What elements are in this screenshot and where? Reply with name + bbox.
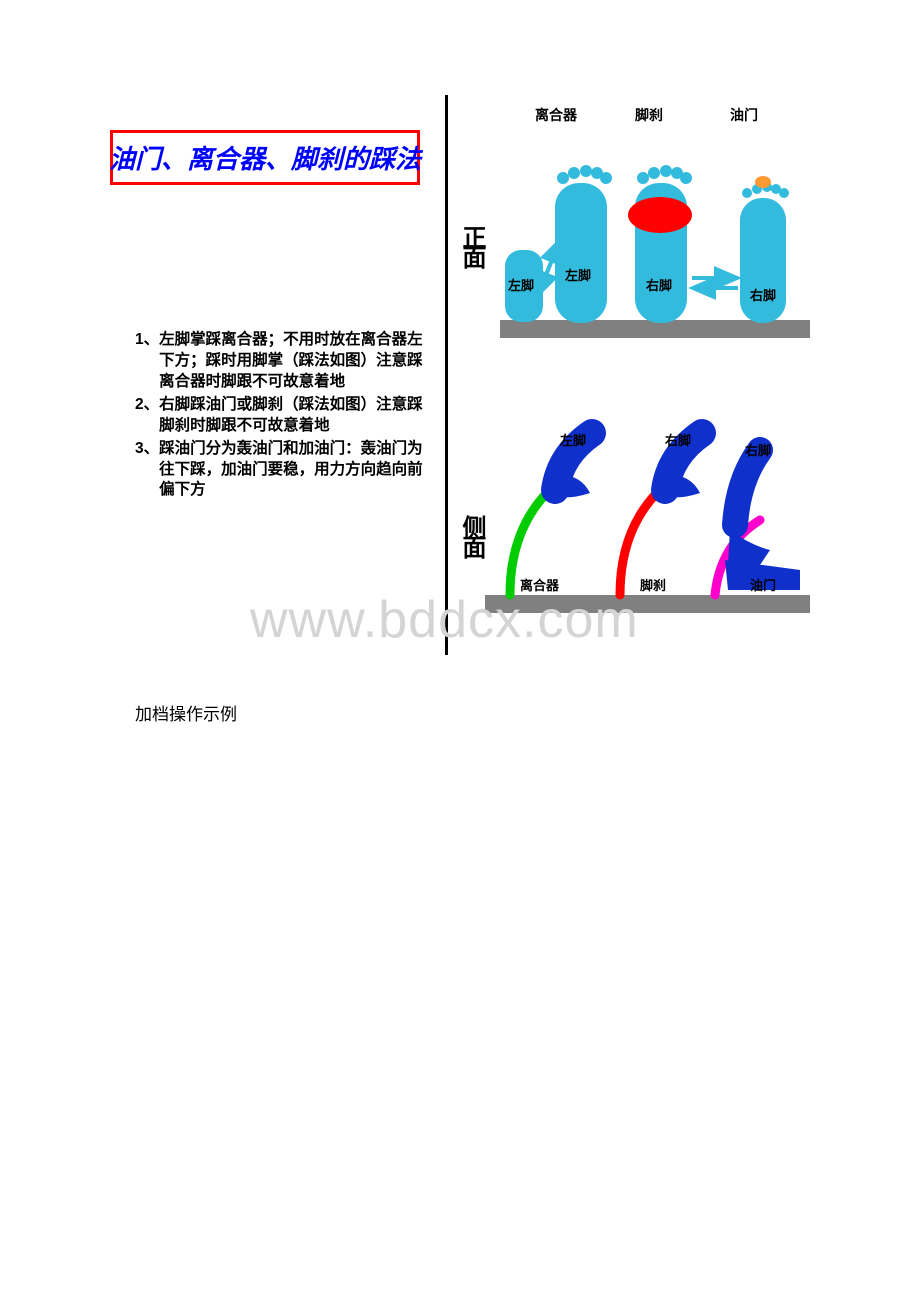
instruction-item: 1、 左脚掌踩离合器；不用时放在离合器左下方；踩时用脚掌（踩法如图）注意踩离合器… — [135, 330, 425, 393]
instruction-number: 2、 — [135, 395, 159, 437]
label-left-foot: 左脚 — [508, 275, 534, 294]
front-view: 正面 — [460, 120, 810, 330]
page-root: 油门、离合器、脚刹的踩法 1、 左脚掌踩离合器；不用时放在离合器左下方；踩时用脚… — [0, 0, 920, 1302]
instruction-text: 右脚踩油门或脚刹（踩法如图）注意踩脚刹时脚跟不可故意着地 — [159, 395, 425, 437]
label-right-foot: 右脚 — [745, 440, 771, 459]
side-throttle-leg-icon — [715, 450, 800, 595]
label-left-foot: 左脚 — [560, 430, 586, 449]
title-text: 油门、离合器、脚刹的踩法 — [109, 139, 421, 176]
instruction-text: 踩油门分为轰油门和加油门：轰油门为往下踩，加油门要稳，用力方向趋向前偏下方 — [159, 439, 425, 502]
diagram-panel: 离合器 脚刹 油门 正面 — [460, 95, 810, 655]
instruction-item: 2、 右脚踩油门或脚刹（踩法如图）注意踩脚刹时脚跟不可故意着地 — [135, 395, 425, 437]
label-right-foot: 右脚 — [665, 430, 691, 449]
label-brake: 脚刹 — [640, 575, 666, 594]
pedal-technique-figure: 油门、离合器、脚刹的踩法 1、 左脚掌踩离合器；不用时放在离合器左下方；踩时用脚… — [110, 95, 810, 655]
instruction-number: 3、 — [135, 439, 159, 502]
instruction-number: 1、 — [135, 330, 159, 393]
watermark-text: www.bddcx.com — [250, 590, 639, 650]
foot-right-brake-icon — [628, 165, 692, 323]
label-left-foot: 左脚 — [565, 265, 591, 284]
vertical-divider — [445, 95, 448, 655]
front-view-label: 正面 — [454, 225, 489, 265]
instruction-text: 左脚掌踩离合器；不用时放在离合器左下方；踩时用脚掌（踩法如图）注意踩离合器时脚跟… — [159, 330, 425, 393]
front-view-svg — [460, 120, 810, 340]
label-right-foot: 右脚 — [750, 285, 776, 304]
caption-text: 加档操作示例 — [135, 700, 237, 725]
side-view-label: 侧面 — [454, 515, 489, 555]
title-box: 油门、离合器、脚刹的踩法 — [110, 130, 420, 185]
label-throttle: 油门 — [750, 575, 776, 594]
instruction-item: 3、 踩油门分为轰油门和加油门：轰油门为往下踩，加油门要稳，用力方向趋向前偏下方 — [135, 439, 425, 502]
label-right-foot: 右脚 — [646, 275, 672, 294]
side-brake-leg-icon — [620, 433, 702, 595]
foot-left-press-icon — [555, 165, 612, 323]
instruction-list: 1、 左脚掌踩离合器；不用时放在离合器左下方；踩时用脚掌（踩法如图）注意踩离合器… — [135, 330, 425, 503]
side-clutch-leg-icon — [510, 433, 592, 595]
